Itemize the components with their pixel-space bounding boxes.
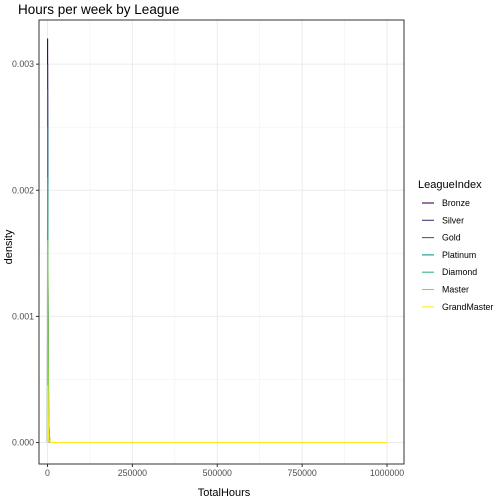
x-tick-label: 750000 (287, 468, 316, 478)
legend-label-diamond: Diamond (442, 267, 477, 277)
legend-label-gold: Gold (442, 233, 461, 243)
x-tick-label: 250000 (118, 468, 147, 478)
x-tick-label: 1000000 (370, 468, 404, 478)
density-line-grandmaster (46, 385, 388, 444)
y-tick-label: 0.003 (12, 59, 34, 69)
density-line-master (46, 240, 51, 443)
y-axis-title: density (3, 229, 15, 264)
y-tick-label: 0.001 (12, 311, 34, 321)
panel-background (39, 20, 404, 464)
plot-layer: 0 250000 500000 750000 1000000 0.000 0.001 0.00… (12, 19, 405, 478)
legend-label-grandmaster: GrandMaster (442, 302, 493, 312)
legend-title: LeagueIndex (418, 179, 482, 191)
x-tick-label: 500000 (203, 468, 232, 478)
chart-title: Hours per week by League (18, 2, 179, 17)
legend-label-bronze: Bronze (442, 198, 470, 208)
legend: LeagueIndex Bronze Silver Gold Platinum Diam… (418, 179, 493, 312)
legend-label-master: Master (442, 285, 469, 295)
x-tick-label: 0 (45, 468, 50, 478)
x-axis-title: TotalHours (198, 487, 251, 499)
panel-border (38, 19, 405, 465)
legend-label-platinum: Platinum (442, 250, 476, 260)
y-tick-label: 0.002 (12, 185, 34, 195)
y-tick-label: 0.000 (12, 438, 34, 448)
legend-label-silver: Silver (442, 215, 464, 225)
